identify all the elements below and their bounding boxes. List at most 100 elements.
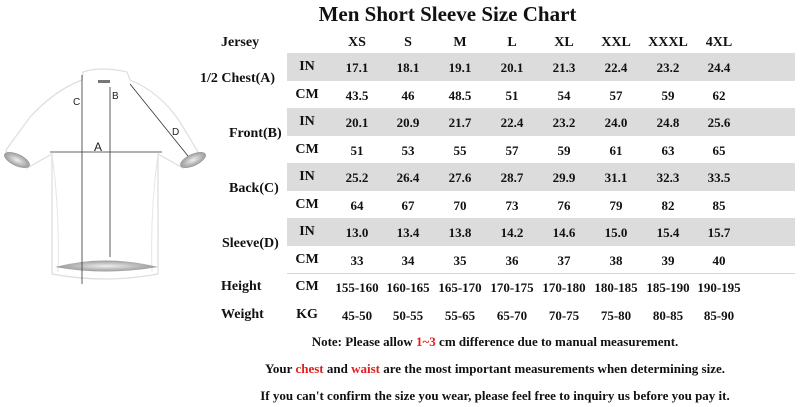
cm-value: 61 [609, 143, 623, 158]
label-d: D [172, 127, 179, 138]
weight-value: 80-85 [652, 308, 684, 323]
label-a: A [94, 140, 102, 154]
cm-value: 36 [505, 253, 519, 268]
in-value: 24.0 [604, 115, 628, 130]
cm-value: 57 [609, 88, 623, 103]
cm-value: 57 [505, 143, 519, 158]
size-header-xxl: XXL [601, 35, 631, 50]
in-value: 20.9 [396, 115, 420, 130]
cm-value: 59 [661, 88, 675, 103]
in-value: 25.2 [345, 170, 369, 185]
size-header-xl: XL [554, 35, 574, 50]
note-line-2: Your chest and waist are the most import… [264, 361, 726, 376]
in-value: 22.4 [500, 115, 524, 130]
cm-value: 79 [609, 198, 623, 213]
in-value: 13.4 [396, 225, 420, 240]
height-value: 165-170 [438, 280, 482, 295]
in-row-band [287, 163, 795, 191]
cm-value: 53 [401, 143, 415, 158]
cm-value: 85 [712, 198, 726, 213]
height-value: 190-195 [697, 280, 741, 295]
in-unit: IN [299, 224, 315, 239]
in-value: 17.1 [345, 60, 369, 75]
size-header-l: L [507, 35, 517, 50]
in-value: 32.3 [656, 170, 680, 185]
note-line-3: If you can't confirm the size you wear, … [260, 388, 730, 403]
cm-unit: CM [295, 252, 319, 267]
weight-value: 70-75 [548, 308, 580, 323]
in-value: 21.3 [552, 60, 576, 75]
cm-value: 35 [453, 253, 467, 268]
size-header-xs: XS [348, 35, 366, 50]
jersey-diagram: C B A D [4, 68, 206, 284]
note-line-1: Note: Please allow 1~3 cm difference due… [311, 334, 679, 349]
in-unit: IN [299, 114, 315, 129]
in-unit: IN [299, 59, 315, 74]
cm-value: 64 [350, 198, 364, 213]
cm-value: 67 [401, 198, 415, 213]
cm-value: 55 [453, 143, 467, 158]
cm-value: 46 [401, 88, 415, 103]
in-unit: IN [299, 169, 315, 184]
cm-unit: CM [295, 197, 319, 212]
cm-value: 34 [401, 253, 415, 268]
in-value: 33.5 [707, 170, 731, 185]
weight-value: 55-65 [444, 308, 476, 323]
cm-value: 33 [350, 253, 364, 268]
weight-value: 50-55 [392, 308, 424, 323]
cm-value: 65 [712, 143, 726, 158]
weight-unit: KG [296, 307, 318, 322]
in-value: 23.2 [552, 115, 576, 130]
height-value: 170-180 [542, 280, 586, 295]
cm-unit: CM [295, 87, 319, 102]
height-value: 180-185 [594, 280, 638, 295]
in-value: 15.0 [604, 225, 628, 240]
waist-highlight: waist [351, 361, 380, 376]
label-b: B [112, 91, 119, 102]
in-value: 19.1 [448, 60, 472, 75]
cm-value: 40 [712, 253, 726, 268]
weight-value: 65-70 [496, 308, 528, 323]
measurement-label: Sleeve(D) [222, 236, 279, 251]
in-value: 14.6 [552, 225, 576, 240]
cm-unit: CM [295, 142, 319, 157]
in-value: 15.7 [707, 225, 731, 240]
tolerance-highlight: 1~3 [416, 334, 436, 349]
in-value: 13.0 [345, 225, 369, 240]
measurement-label: 1/2 Chest(A) [200, 71, 276, 86]
in-row-band [287, 108, 795, 136]
measurement-label: Back(C) [229, 181, 279, 196]
cm-value: 51 [350, 143, 364, 158]
cm-value: 82 [661, 198, 675, 213]
weight-label: Weight [221, 307, 264, 322]
in-value: 20.1 [345, 115, 369, 130]
cm-value: 54 [557, 88, 571, 103]
in-row-band [287, 53, 795, 81]
cm-value: 38 [609, 253, 623, 268]
height-value: 155-160 [335, 280, 379, 295]
height-value: 160-165 [386, 280, 430, 295]
weight-value: 85-90 [703, 308, 735, 323]
cm-value: 37 [557, 253, 571, 268]
cm-value: 70 [453, 198, 467, 213]
in-value: 14.2 [500, 225, 524, 240]
in-value: 18.1 [396, 60, 420, 75]
size-header-xxxl: XXXL [648, 35, 688, 50]
in-value: 26.4 [396, 170, 420, 185]
row-separator [287, 273, 795, 274]
in-value: 24.8 [656, 115, 680, 130]
in-value: 15.4 [656, 225, 680, 240]
jersey-header: Jersey [221, 35, 260, 50]
in-value: 22.4 [604, 60, 628, 75]
height-value: 170-175 [490, 280, 534, 295]
size-header-s: S [404, 35, 412, 50]
in-value: 29.9 [552, 170, 576, 185]
size-header-4xl: 4XL [705, 35, 733, 50]
label-c: C [73, 97, 80, 108]
in-value: 27.6 [448, 170, 472, 185]
in-value: 24.4 [707, 60, 731, 75]
cm-value: 73 [505, 198, 519, 213]
cm-value: 63 [661, 143, 675, 158]
in-value: 28.7 [500, 170, 524, 185]
chest-highlight: chest [295, 361, 324, 376]
